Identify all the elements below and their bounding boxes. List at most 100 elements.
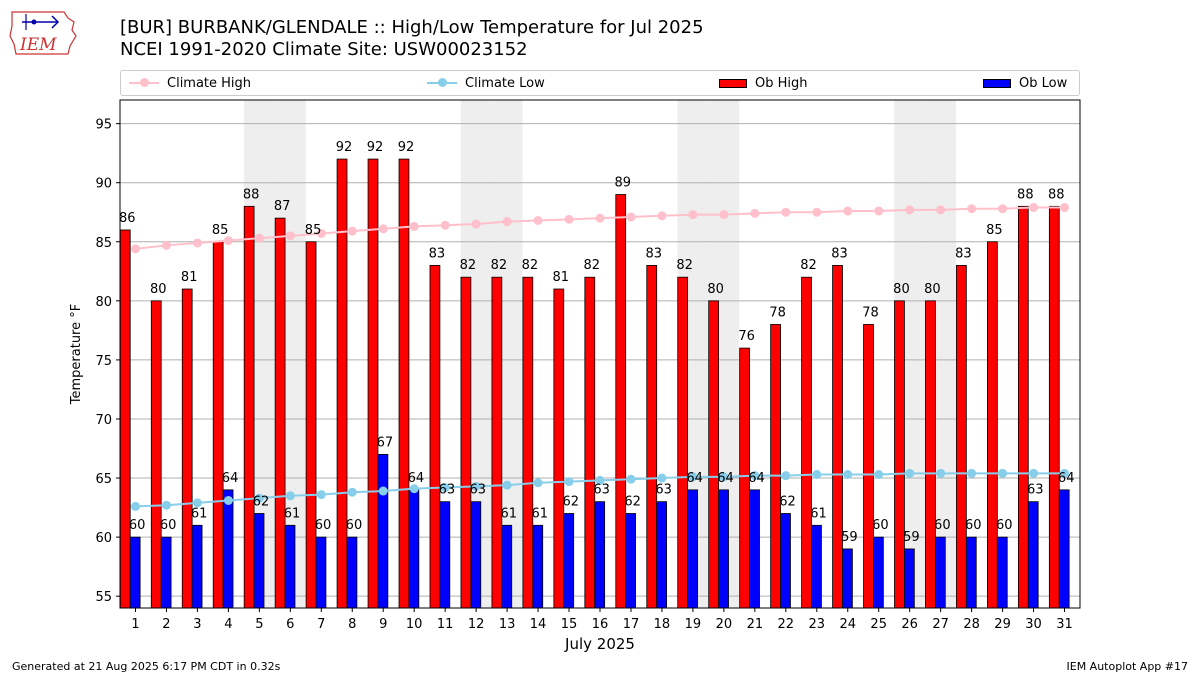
climate-low-point <box>657 473 667 483</box>
legend-climate-high: Climate High <box>129 74 251 92</box>
ob-low-bar <box>594 501 606 609</box>
ob-high-label: 78 <box>862 305 879 320</box>
ob-high-bar <box>181 288 193 609</box>
ob-high-bar <box>336 158 348 609</box>
climate-low-point <box>1029 468 1039 478</box>
ob-high-bar <box>987 241 998 609</box>
climate-low-point <box>688 472 698 482</box>
ob-high-bar <box>925 300 936 609</box>
ob-low-label: 60 <box>315 518 332 533</box>
climate-high-point <box>781 207 791 217</box>
climate-low-point <box>998 468 1008 478</box>
ob-high-label: 82 <box>800 258 817 273</box>
y-tick-label: 75 <box>95 354 112 369</box>
climate-high-point <box>967 204 977 214</box>
x-tick-label: 29 <box>994 617 1011 632</box>
ob-high-label: 81 <box>553 270 570 285</box>
x-tick-label: 25 <box>870 617 887 632</box>
y-tick-label: 85 <box>95 236 112 251</box>
ob-high-label: 80 <box>924 282 941 297</box>
ob-high-label: 82 <box>522 258 539 273</box>
ob-low-bar <box>129 536 141 609</box>
ob-high-bar <box>1048 205 1060 609</box>
x-tick-label: 31 <box>1056 617 1073 632</box>
ob-low-label: 60 <box>872 518 889 533</box>
ob-low-bar <box>377 454 389 609</box>
ob-high-label: 88 <box>1017 187 1034 202</box>
ob-high-bar <box>553 288 565 609</box>
ob-low-label: 59 <box>841 530 858 545</box>
climate-high-point <box>533 216 543 226</box>
ob-high-bar <box>646 264 658 609</box>
ob-low-bar <box>811 524 822 609</box>
climate-high-point <box>502 217 512 227</box>
ob-high-label: 81 <box>181 270 198 285</box>
ob-low-label: 63 <box>470 483 487 498</box>
app-credit: IEM Autoplot App #17 <box>1066 660 1189 673</box>
climate-low-swatch <box>427 78 457 87</box>
climate-low-point <box>130 501 140 511</box>
ob-high-bar <box>429 264 441 609</box>
ob-low-swatch <box>983 78 1011 88</box>
y-tick-label: 70 <box>95 413 112 428</box>
climate-low-point <box>936 468 946 478</box>
x-tick-label: 12 <box>468 617 485 632</box>
climate-low-point <box>378 486 388 496</box>
ob-high-bar <box>150 300 162 609</box>
x-tick-label: 27 <box>932 617 949 632</box>
ob-low-label: 63 <box>655 483 672 498</box>
ob-high-bar <box>274 217 286 609</box>
climate-low-point <box>471 481 481 491</box>
ob-low-bar <box>222 489 234 609</box>
climate-low-point <box>595 475 605 485</box>
ob-high-bar <box>367 158 379 609</box>
ob-high-label: 78 <box>769 305 786 320</box>
x-tick-label: 1 <box>131 617 139 632</box>
ob-low-bar <box>842 548 853 609</box>
ob-high-bar <box>894 300 905 609</box>
legend-label: Climate High <box>167 75 252 91</box>
x-tick-label: 18 <box>654 617 671 632</box>
ob-high-label: 92 <box>367 140 384 155</box>
climate-low-point <box>316 490 326 500</box>
climate-high-point <box>471 219 481 229</box>
x-tick-label: 21 <box>747 617 764 632</box>
ob-low-bar <box>470 501 482 609</box>
ob-low-label: 63 <box>439 483 456 498</box>
ob-high-label: 85 <box>212 223 229 238</box>
generated-note: Generated at 21 Aug 2025 6:17 PM CDT in … <box>12 660 281 673</box>
svg-text:IEM: IEM <box>19 35 57 55</box>
ob-high-label: 80 <box>893 282 910 297</box>
ob-low-bar <box>284 524 296 609</box>
ob-high-bar <box>491 276 503 609</box>
climate-high-point <box>905 205 915 215</box>
y-tick-label: 65 <box>95 472 112 487</box>
ob-high-label: 85 <box>305 223 322 238</box>
y-tick-label: 80 <box>95 295 112 310</box>
ob-low-label: 59 <box>903 530 920 545</box>
ob-high-bar <box>212 241 224 609</box>
ob-low-bar <box>315 536 327 609</box>
ob-low-label: 61 <box>531 506 548 521</box>
ob-high-swatch <box>719 78 747 88</box>
climate-low-point <box>502 480 512 490</box>
ob-high-bar <box>584 276 596 609</box>
ob-low-label: 61 <box>191 506 208 521</box>
legend-ob-high: Ob High <box>719 74 808 92</box>
climate-low-point <box>1060 468 1070 478</box>
x-tick-label: 23 <box>809 617 826 632</box>
ob-low-label: 62 <box>253 494 270 509</box>
ob-low-bar <box>625 513 637 609</box>
ob-high-label: 92 <box>336 140 353 155</box>
climate-high-point <box>440 220 450 230</box>
ob-high-label: 80 <box>707 282 724 297</box>
ob-low-label: 63 <box>593 483 610 498</box>
ob-high-label: 88 <box>1048 187 1065 202</box>
x-tick-label: 17 <box>623 617 640 632</box>
climate-high-point <box>254 233 264 243</box>
x-tick-label: 16 <box>592 617 609 632</box>
x-tick-label: 28 <box>963 617 980 632</box>
ob-high-label: 82 <box>584 258 601 273</box>
ob-high-label: 83 <box>955 246 972 261</box>
climate-high-point <box>161 240 171 250</box>
